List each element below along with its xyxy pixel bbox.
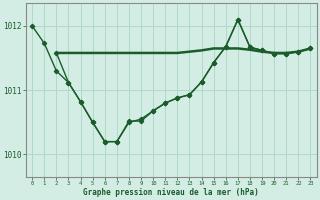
X-axis label: Graphe pression niveau de la mer (hPa): Graphe pression niveau de la mer (hPa): [84, 188, 259, 197]
